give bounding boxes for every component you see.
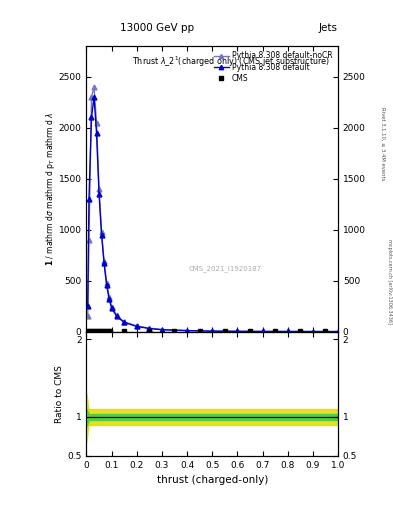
Pythia 8.308 default-noCR [336, 329, 340, 335]
Pythia 8.308 default-noCR [85, 313, 90, 319]
CMS [95, 328, 100, 334]
Text: Rivet 3.1.10, ≥ 3.4M events: Rivet 3.1.10, ≥ 3.4M events [381, 106, 386, 180]
Pythia 8.308 default-noCR [102, 258, 107, 264]
Pythia 8.308 default-noCR [107, 294, 112, 300]
CMS [172, 328, 177, 334]
Pythia 8.308 default [260, 328, 265, 334]
Pythia 8.308 default-noCR [109, 304, 114, 310]
Pythia 8.308 default [114, 313, 119, 319]
Pythia 8.308 default [336, 329, 340, 335]
Line: Pythia 8.308 default-noCR: Pythia 8.308 default-noCR [85, 84, 340, 334]
Pythia 8.308 default-noCR [185, 328, 189, 334]
Pythia 8.308 default [210, 328, 215, 334]
Pythia 8.308 default [99, 231, 104, 238]
Pythia 8.308 default-noCR [104, 280, 109, 286]
CMS [108, 328, 113, 334]
Pythia 8.308 default [235, 328, 240, 334]
Pythia 8.308 default-noCR [97, 186, 101, 192]
Pythia 8.308 default [109, 305, 114, 311]
Text: mcplots.cern.ch [arXiv:1306.3436]: mcplots.cern.ch [arXiv:1306.3436] [387, 239, 391, 324]
Y-axis label: Ratio to CMS: Ratio to CMS [55, 365, 64, 422]
CMS [98, 328, 103, 334]
CMS [273, 328, 277, 334]
Pythia 8.308 default-noCR [260, 328, 265, 334]
Pythia 8.308 default-noCR [114, 312, 119, 318]
Pythia 8.308 default-noCR [92, 84, 96, 90]
CMS [101, 328, 105, 334]
CMS [248, 328, 252, 334]
Pythia 8.308 default [122, 319, 127, 326]
Pythia 8.308 default [310, 329, 315, 335]
CMS [90, 328, 95, 334]
Pythia 8.308 default [134, 324, 139, 330]
Line: Pythia 8.308 default: Pythia 8.308 default [85, 95, 340, 334]
Pythia 8.308 default [107, 296, 112, 302]
Pythia 8.308 default [147, 326, 152, 332]
CMS [323, 328, 328, 334]
Pythia 8.308 default [102, 260, 107, 266]
Pythia 8.308 default-noCR [147, 325, 152, 331]
CMS [222, 328, 227, 334]
Pythia 8.308 default [160, 327, 164, 333]
Y-axis label: $\mathbf{1}$ / mathrm d$\sigma$ mathrm d p$_T$ mathrm d $\lambda$: $\mathbf{1}$ / mathrm d$\sigma$ mathrm d… [44, 112, 57, 266]
Pythia 8.308 default-noCR [160, 327, 164, 333]
Pythia 8.308 default-noCR [94, 119, 99, 125]
Pythia 8.308 default-noCR [285, 328, 290, 334]
CMS [85, 328, 90, 334]
Pythia 8.308 default-noCR [86, 237, 91, 243]
Pythia 8.308 default-noCR [89, 94, 94, 100]
Text: 13000 GeV pp: 13000 GeV pp [120, 23, 194, 33]
Pythia 8.308 default [86, 196, 91, 202]
CMS [197, 328, 202, 334]
Pythia 8.308 default-noCR [134, 323, 139, 329]
CMS [103, 328, 108, 334]
Pythia 8.308 default-noCR [210, 328, 215, 334]
Pythia 8.308 default [97, 191, 101, 197]
Pythia 8.308 default-noCR [235, 328, 240, 334]
Text: Thrust $\lambda$_2$^1$(charged only) (CMS jet substructure): Thrust $\lambda$_2$^1$(charged only) (CM… [132, 55, 330, 69]
X-axis label: thrust (charged-only): thrust (charged-only) [156, 475, 268, 485]
CMS [122, 328, 127, 334]
Pythia 8.308 default [104, 282, 109, 288]
Pythia 8.308 default [185, 328, 189, 334]
Text: CMS_2021_I1920187: CMS_2021_I1920187 [188, 265, 261, 272]
Pythia 8.308 default-noCR [99, 228, 104, 234]
Pythia 8.308 default-noCR [122, 319, 127, 325]
Pythia 8.308 default-noCR [310, 329, 315, 335]
Pythia 8.308 default [92, 94, 96, 100]
Line: CMS: CMS [86, 329, 327, 333]
CMS [93, 328, 97, 334]
Pythia 8.308 default [94, 130, 99, 136]
Text: Jets: Jets [319, 23, 338, 33]
CMS [105, 328, 110, 334]
CMS [298, 328, 303, 334]
Legend: Pythia 8.308 default-noCR, Pythia 8.308 default, CMS: Pythia 8.308 default-noCR, Pythia 8.308 … [212, 50, 334, 84]
Pythia 8.308 default [285, 328, 290, 334]
Pythia 8.308 default [89, 114, 94, 120]
Pythia 8.308 default [85, 303, 90, 309]
CMS [147, 328, 152, 334]
CMS [88, 328, 93, 334]
